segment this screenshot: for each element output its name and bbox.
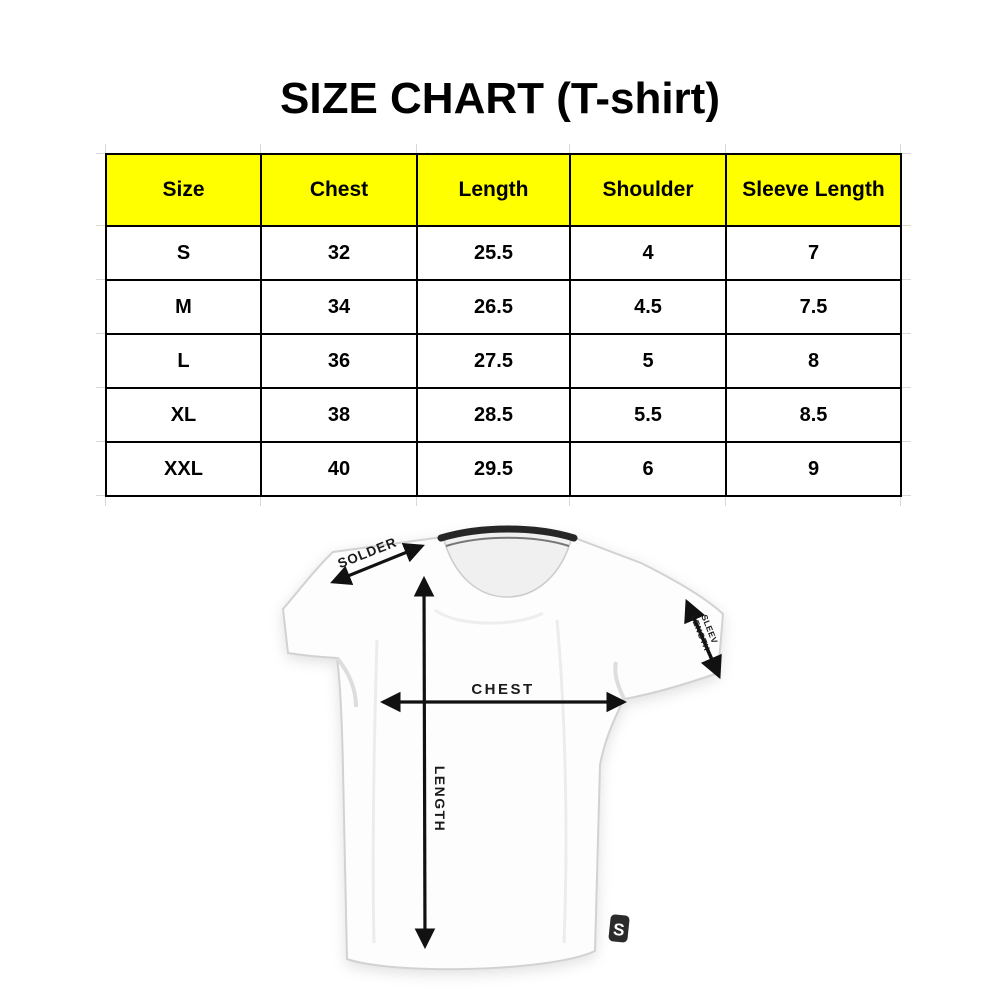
value-cell: 25.5 [416,225,571,281]
page-title: SIZE CHART (T-shirt) [280,74,720,123]
value-cell: 27.5 [416,333,571,389]
brand-badge-letter: S [612,920,625,940]
underarm-shadow [335,656,358,708]
column-header: Shoulder [569,153,727,227]
value-cell: 9 [725,441,902,497]
gridline-tick [96,153,105,154]
value-cell: 5.5 [569,387,727,443]
value-cell: 5 [569,333,727,389]
collar [437,525,578,542]
gridline-tick [725,497,726,506]
length-arrow [413,575,436,950]
gridline-tick [96,225,105,226]
gridline-tick [105,497,106,506]
header-row: Size Chest Length Shoulder Sleeve Length [105,153,902,227]
table-row: M 34 26.5 4.5 7.5 [105,279,902,335]
value-cell: 6 [569,441,727,497]
gridline-tick [902,225,911,226]
chest-label: CHEST [471,681,534,698]
table-row: XL 38 28.5 5.5 8.5 [105,387,902,443]
gridline-tick [96,441,105,442]
size-table-header: Size Chest Length Shoulder Sleeve Length [105,153,902,227]
length-label: LENGTH [432,766,448,833]
gridline-tick [902,333,911,334]
gridline-tick [902,153,911,154]
size-cell: L [105,333,262,389]
gridline-tick [902,387,911,388]
collar-inner-line [445,536,570,547]
gridline-tick [569,497,570,506]
value-cell: 8.5 [725,387,902,443]
gridline-tick [105,144,106,153]
gridline-tick [96,333,105,334]
shoulder-arrow [330,542,425,586]
tshirt-body-shape [281,528,725,971]
table-row: L 36 27.5 5 8 [105,333,902,389]
gridline-tick [902,441,911,442]
value-cell: 40 [260,441,418,497]
tshirt-measurement-diagram: CHEST LENGTH SOLDER SLEEV LENGTH S [255,515,745,993]
gridline-tick [260,144,261,153]
size-cell: XL [105,387,262,443]
size-cell: XXL [105,441,262,497]
value-cell: 4.5 [569,279,727,335]
column-header: Sleeve Length [725,153,902,227]
size-table: Size Chest Length Shoulder Sleeve Length S 32… [105,153,902,497]
value-cell: 8 [725,333,902,389]
value-cell: 38 [260,387,418,443]
value-cell: 7.5 [725,279,902,335]
value-cell: 28.5 [416,387,571,443]
column-header: Chest [260,153,418,227]
brand-badge: S [608,914,630,943]
sleeve-length-arrow [684,598,722,680]
fabric-fold [434,608,544,625]
column-header: Size [105,153,262,227]
gridline-tick [725,144,726,153]
gridline-tick [902,279,911,280]
size-table-body: S 32 25.5 4 7 M 34 26.5 4.5 7.5 L 36 27.5 5 8 XL 38 28.5 5… [105,225,902,497]
size-table-container: Size Chest Length Shoulder Sleeve Length S 32… [96,144,911,506]
table-row: XXL 40 29.5 6 9 [105,441,902,497]
gridline-tick [96,279,105,280]
column-header: Length [416,153,571,227]
value-cell: 29.5 [416,441,571,497]
value-cell: 4 [569,225,727,281]
value-cell: 36 [260,333,418,389]
gridline-tick [416,497,417,506]
tshirt-illustration: CHEST LENGTH SOLDER SLEEV LENGTH S [281,525,725,971]
size-cell: S [105,225,262,281]
fabric-fold [555,619,568,944]
value-cell: 32 [260,225,418,281]
value-cell: 7 [725,225,902,281]
gridline-tick [96,387,105,388]
gridline-tick [416,144,417,153]
gridline-tick [900,497,901,506]
gridline-tick [569,144,570,153]
gridline-tick [96,495,105,496]
fabric-fold [371,639,379,944]
size-cell: M [105,279,262,335]
value-cell: 26.5 [416,279,571,335]
value-cell: 34 [260,279,418,335]
gridline-tick [260,497,261,506]
gridline-tick [902,495,911,496]
gridline-tick [900,144,901,153]
table-row: S 32 25.5 4 7 [105,225,902,281]
